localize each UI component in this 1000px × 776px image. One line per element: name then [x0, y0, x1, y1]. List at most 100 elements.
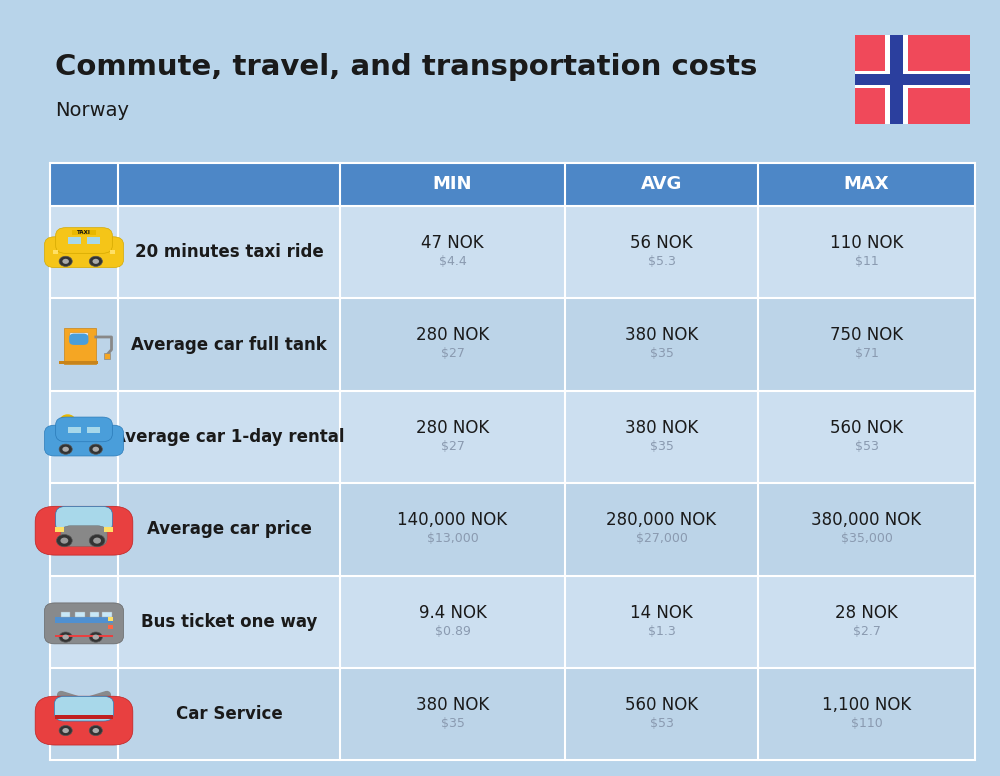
Circle shape [60, 538, 68, 544]
Text: 560 NOK: 560 NOK [625, 696, 698, 714]
Bar [90, 422, 93, 426]
Circle shape [89, 726, 102, 736]
Text: 56 NOK: 56 NOK [630, 234, 693, 252]
Text: $53: $53 [650, 717, 673, 730]
Text: $4.4: $4.4 [439, 255, 466, 268]
Text: 9.4 NOK: 9.4 NOK [419, 604, 486, 622]
Bar [50, 391, 975, 483]
Text: 560 NOK: 560 NOK [830, 419, 903, 437]
FancyBboxPatch shape [45, 603, 123, 644]
Text: 380,000 NOK: 380,000 NOK [811, 511, 922, 529]
Bar [855, 71, 970, 88]
Text: 380 NOK: 380 NOK [625, 419, 698, 437]
Circle shape [62, 635, 69, 639]
Circle shape [93, 538, 101, 544]
Bar [72, 230, 96, 235]
FancyBboxPatch shape [35, 696, 133, 745]
Text: 380 NOK: 380 NOK [625, 327, 698, 345]
Bar [59, 361, 98, 364]
FancyBboxPatch shape [56, 507, 112, 532]
Bar [50, 299, 975, 391]
Text: $27: $27 [441, 440, 464, 452]
Text: MAX: MAX [844, 175, 889, 193]
Bar [55, 527, 64, 532]
Text: 110 NOK: 110 NOK [830, 234, 903, 252]
Circle shape [93, 635, 99, 639]
Text: 47 NOK: 47 NOK [421, 234, 484, 252]
Bar [108, 625, 113, 629]
Text: MIN: MIN [433, 175, 472, 193]
FancyBboxPatch shape [61, 526, 107, 546]
Bar [87, 237, 100, 244]
Bar [55, 715, 113, 719]
Circle shape [62, 447, 69, 452]
Bar [50, 576, 975, 668]
Text: $35: $35 [650, 348, 673, 360]
Text: Average car 1-day rental: Average car 1-day rental [113, 428, 345, 446]
FancyBboxPatch shape [45, 425, 123, 456]
Text: Norway: Norway [55, 102, 129, 120]
Text: 280,000 NOK: 280,000 NOK [606, 511, 717, 529]
Text: 1,100 NOK: 1,100 NOK [822, 696, 911, 714]
Text: 750 NOK: 750 NOK [830, 327, 903, 345]
Bar [55, 528, 113, 532]
Bar [61, 611, 70, 617]
Text: $2.7: $2.7 [853, 625, 880, 638]
Circle shape [59, 256, 72, 266]
FancyBboxPatch shape [54, 696, 114, 721]
Text: Commute, travel, and transportation costs: Commute, travel, and transportation cost… [55, 54, 757, 81]
Text: $5.3: $5.3 [648, 255, 675, 268]
Text: 280 NOK: 280 NOK [416, 419, 489, 437]
Text: $71: $71 [855, 348, 878, 360]
Bar [75, 611, 85, 617]
FancyBboxPatch shape [45, 237, 123, 268]
Text: $35: $35 [650, 440, 673, 452]
Bar [885, 35, 908, 124]
Text: TAXI: TAXI [77, 230, 91, 235]
Bar [110, 250, 115, 254]
Circle shape [89, 444, 102, 454]
Text: 280 NOK: 280 NOK [416, 327, 489, 345]
Text: 14 NOK: 14 NOK [630, 604, 693, 622]
Bar [70, 333, 88, 342]
Text: 140,000 NOK: 140,000 NOK [397, 511, 508, 529]
Bar [108, 617, 113, 621]
Text: Average car full tank: Average car full tank [131, 335, 327, 354]
Circle shape [56, 535, 72, 547]
Circle shape [93, 447, 99, 452]
Circle shape [93, 259, 99, 264]
Bar [55, 617, 113, 623]
Text: Car Service: Car Service [176, 705, 282, 723]
Text: AVG: AVG [641, 175, 682, 193]
Circle shape [93, 728, 99, 733]
Bar [50, 206, 975, 299]
Circle shape [62, 259, 69, 264]
Circle shape [89, 256, 102, 266]
Circle shape [59, 726, 72, 736]
Text: Bus ticket one way: Bus ticket one way [141, 613, 317, 631]
Bar [90, 611, 99, 617]
Text: 20 minutes taxi ride: 20 minutes taxi ride [135, 243, 323, 262]
Text: $53: $53 [855, 440, 878, 452]
Text: $0.89: $0.89 [435, 625, 470, 638]
Bar [55, 635, 113, 637]
Bar [64, 328, 96, 364]
Circle shape [89, 632, 102, 643]
Text: $11: $11 [855, 255, 878, 268]
Bar [855, 74, 970, 85]
Bar [68, 237, 81, 244]
Wedge shape [74, 334, 83, 338]
Text: $1.3: $1.3 [648, 625, 675, 638]
Bar [890, 35, 903, 124]
Bar [53, 250, 58, 254]
FancyBboxPatch shape [56, 417, 112, 442]
FancyBboxPatch shape [56, 227, 112, 253]
Bar [104, 527, 113, 532]
Circle shape [59, 632, 72, 643]
Text: $13,000: $13,000 [427, 532, 478, 546]
Bar [87, 427, 100, 433]
Bar [50, 483, 975, 576]
Bar [104, 353, 110, 359]
Text: $27: $27 [441, 348, 464, 360]
Circle shape [62, 728, 69, 733]
